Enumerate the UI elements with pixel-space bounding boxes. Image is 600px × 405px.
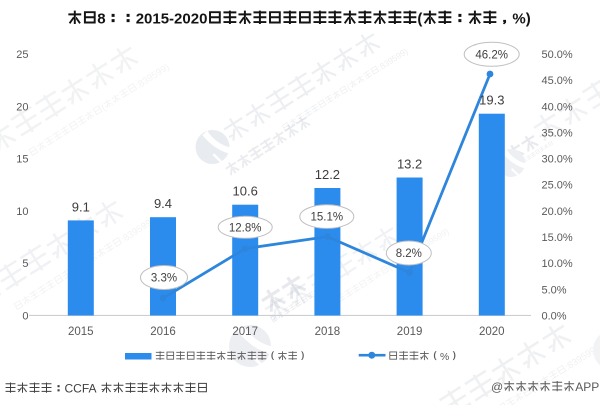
svg-text:35.0%: 35.0%	[542, 127, 573, 139]
svg-text:25: 25	[16, 49, 28, 61]
svg-text:8: 8	[97, 11, 105, 28]
svg-text:12.2: 12.2	[315, 167, 340, 182]
svg-text:2020: 2020	[479, 326, 505, 338]
svg-text:%: %	[440, 352, 449, 363]
svg-text:(: (	[386, 262, 394, 272]
svg-text:2018: 2018	[315, 326, 341, 338]
svg-text:10.6: 10.6	[233, 184, 258, 199]
svg-text:3.3%: 3.3%	[151, 273, 177, 285]
svg-text:CCFA: CCFA	[65, 382, 97, 396]
svg-text:APP: APP	[575, 380, 599, 394]
svg-text:2015: 2015	[68, 326, 94, 338]
svg-text:9.4: 9.4	[154, 196, 172, 211]
svg-text:20: 20	[16, 101, 28, 113]
svg-text:13.2: 13.2	[397, 157, 422, 172]
svg-text:(: (	[417, 11, 422, 28]
svg-text:15: 15	[16, 154, 28, 166]
svg-text:10: 10	[16, 206, 28, 218]
svg-text:0: 0	[22, 310, 28, 322]
svg-text:%): %)	[512, 11, 530, 28]
svg-text:5.0%: 5.0%	[542, 284, 567, 296]
svg-text:8.2%: 8.2%	[396, 248, 422, 260]
svg-text:19.3: 19.3	[479, 93, 504, 108]
svg-text:(: (	[99, 102, 108, 113]
svg-text:15.1%: 15.1%	[310, 212, 343, 224]
svg-text:25.0%: 25.0%	[542, 180, 573, 192]
svg-text:46.2%: 46.2%	[475, 49, 508, 61]
svg-text:2016: 2016	[150, 326, 176, 338]
svg-text:2017: 2017	[232, 326, 258, 338]
svg-text:45.0%: 45.0%	[542, 75, 573, 87]
svg-text:10.0%: 10.0%	[542, 258, 573, 270]
svg-text:30.0%: 30.0%	[542, 154, 573, 166]
svg-text:50.0%: 50.0%	[542, 49, 573, 61]
svg-text:40.0%: 40.0%	[542, 101, 573, 113]
svg-text:15.0%: 15.0%	[542, 232, 573, 244]
svg-text:20.0%: 20.0%	[542, 206, 573, 218]
svg-text:2019: 2019	[397, 326, 423, 338]
svg-text:@: @	[491, 380, 503, 394]
svg-text:5: 5	[22, 258, 28, 270]
svg-text:9.1: 9.1	[72, 199, 90, 214]
svg-text:0.0%: 0.0%	[542, 310, 567, 322]
svg-text:(: (	[345, 82, 353, 92]
svg-text:2015-2020: 2015-2020	[136, 11, 208, 28]
svg-text:12.8%: 12.8%	[229, 222, 262, 234]
